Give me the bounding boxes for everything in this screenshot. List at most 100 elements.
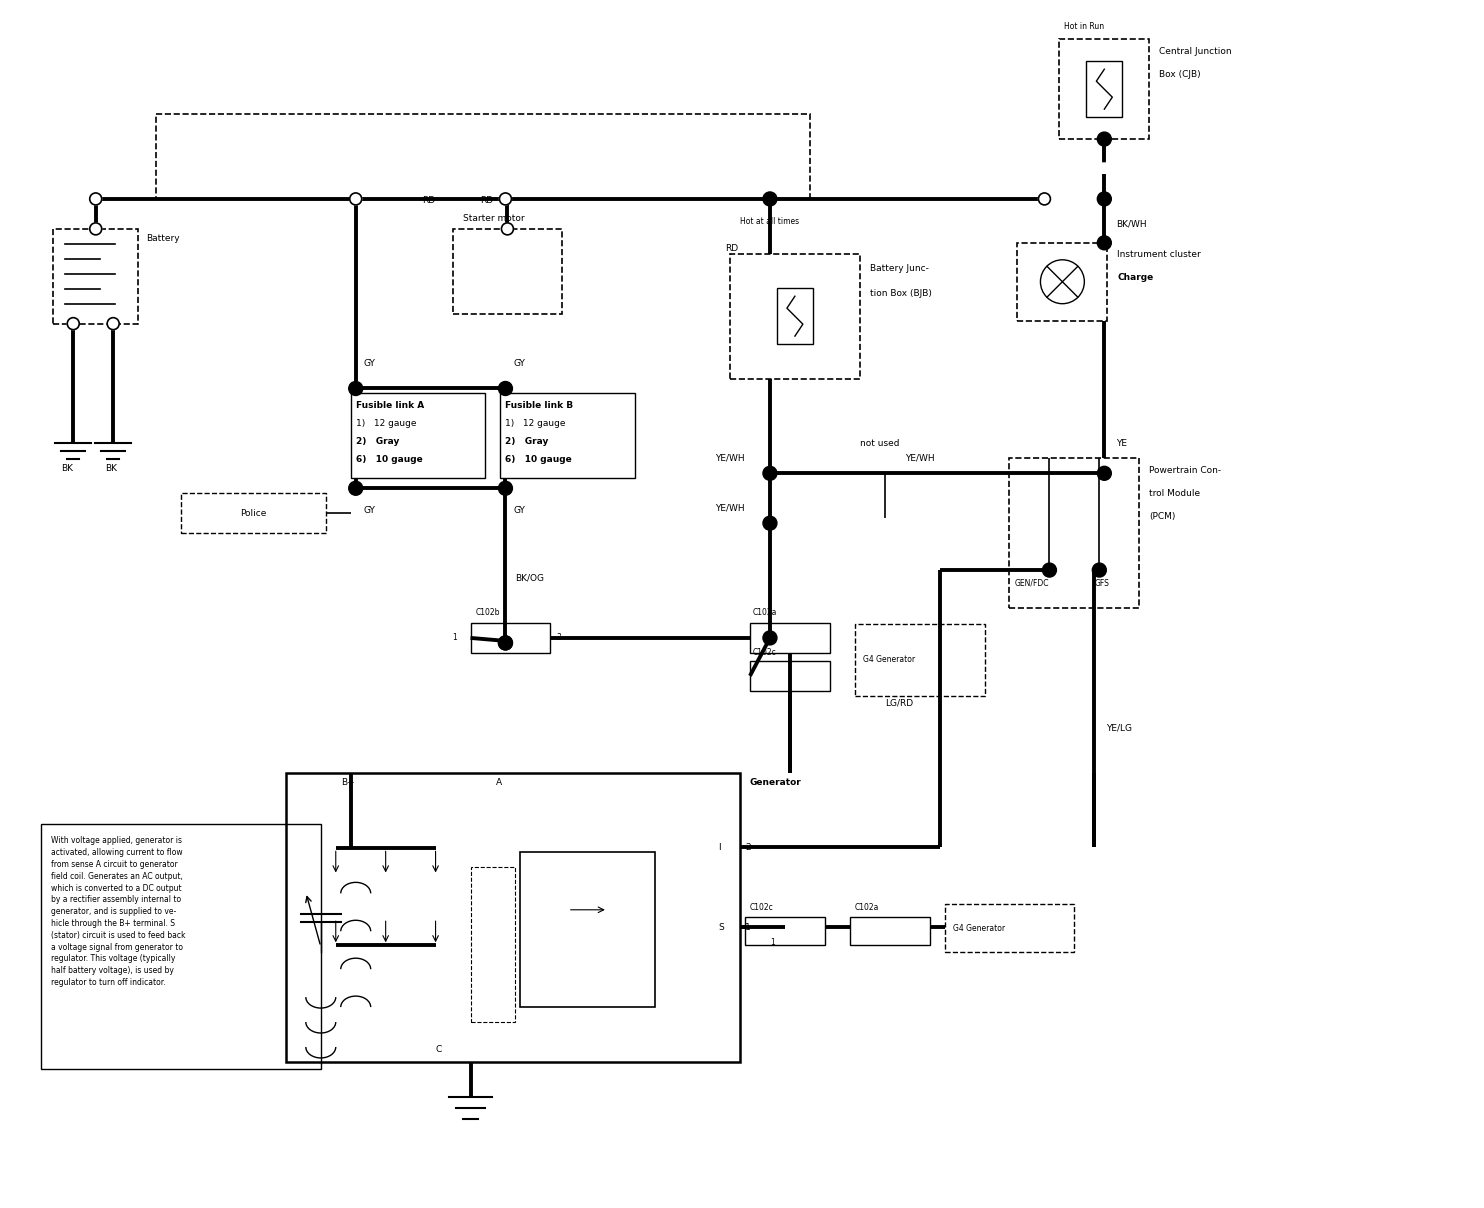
Text: 1: 1	[745, 923, 751, 931]
Text: Generator: Generator	[749, 778, 801, 788]
Circle shape	[763, 466, 778, 481]
Text: A: A	[496, 778, 502, 788]
Circle shape	[763, 516, 778, 530]
Text: S: S	[718, 923, 724, 931]
Text: C102a: C102a	[752, 609, 778, 617]
Text: C102b: C102b	[475, 609, 500, 617]
Text: YE/WH: YE/WH	[905, 454, 935, 463]
Circle shape	[499, 635, 512, 650]
Circle shape	[502, 223, 513, 234]
Text: (PCM): (PCM)	[1149, 512, 1175, 521]
Text: GY: GY	[513, 506, 525, 515]
Text: Central Junction: Central Junction	[1159, 47, 1232, 56]
Text: Hot at all times: Hot at all times	[741, 217, 798, 226]
Text: BK: BK	[105, 464, 117, 472]
Text: Hot in Run: Hot in Run	[1064, 22, 1104, 31]
Text: 2: 2	[745, 843, 751, 852]
Bar	[470, 867, 515, 1022]
Text: tion Box (BJB): tion Box (BJB)	[870, 289, 932, 298]
Text: Powertrain Con-: Powertrain Con-	[1149, 466, 1221, 475]
Bar	[745, 917, 825, 945]
Bar	[749, 661, 830, 691]
Text: Instrument cluster: Instrument cluster	[1117, 250, 1201, 260]
Text: LG/RD: LG/RD	[884, 698, 913, 707]
Text: Fusible link B: Fusible link B	[506, 401, 574, 410]
Bar	[945, 905, 1074, 952]
Text: B+: B+	[341, 778, 355, 788]
Text: BK: BK	[61, 464, 73, 472]
Text: 6)   10 gauge: 6) 10 gauge	[356, 455, 423, 464]
Text: 1: 1	[770, 937, 775, 947]
Circle shape	[500, 193, 512, 205]
Text: GEN/FDC: GEN/FDC	[1015, 579, 1049, 587]
Text: With voltage applied, generator is
activated, allowing current to flow
from sens: With voltage applied, generator is activ…	[52, 836, 186, 987]
Text: YE/LG: YE/LG	[1106, 724, 1132, 732]
Text: RD: RD	[423, 197, 436, 205]
Text: Battery Junc-: Battery Junc-	[870, 265, 929, 273]
Text: 2)   Gray: 2) Gray	[506, 437, 549, 446]
Text: Fusible link A: Fusible link A	[356, 401, 424, 410]
Circle shape	[67, 318, 79, 330]
Text: C: C	[436, 1045, 442, 1055]
Circle shape	[349, 382, 362, 395]
Bar	[855, 625, 984, 696]
Circle shape	[349, 481, 362, 495]
Bar	[53, 228, 138, 324]
Text: 1: 1	[453, 633, 457, 643]
Text: Police: Police	[240, 509, 267, 518]
Circle shape	[499, 481, 512, 495]
Text: C102a: C102a	[855, 902, 879, 912]
Bar	[730, 254, 859, 378]
Bar	[1018, 243, 1107, 320]
Text: 3: 3	[556, 633, 561, 643]
Text: YE: YE	[1116, 439, 1128, 448]
Circle shape	[499, 635, 512, 650]
Bar	[156, 114, 810, 199]
Circle shape	[89, 223, 102, 234]
Text: G4 Generator: G4 Generator	[862, 656, 916, 664]
Text: Battery: Battery	[145, 234, 180, 243]
Text: 6)   10 gauge: 6) 10 gauge	[506, 455, 573, 464]
Bar	[470, 623, 551, 652]
Text: BK/WH: BK/WH	[1116, 220, 1147, 228]
Text: Starter motor: Starter motor	[463, 214, 524, 223]
Text: not used: not used	[859, 439, 899, 448]
Text: G4 Generator: G4 Generator	[953, 924, 1005, 933]
Circle shape	[1097, 192, 1112, 205]
Bar	[181, 493, 326, 533]
Circle shape	[1097, 236, 1112, 250]
Circle shape	[107, 318, 119, 330]
Text: I: I	[718, 843, 721, 852]
Circle shape	[1042, 563, 1057, 577]
Text: RD: RD	[726, 244, 738, 254]
Text: GY: GY	[513, 359, 525, 368]
Bar	[286, 773, 741, 1062]
Bar	[500, 394, 635, 478]
Text: YE/WH: YE/WH	[715, 504, 745, 512]
Bar	[749, 623, 830, 652]
Bar	[778, 289, 813, 344]
Text: C102c: C102c	[749, 902, 773, 912]
Bar	[1060, 40, 1149, 139]
Circle shape	[1039, 193, 1051, 205]
Circle shape	[1097, 466, 1112, 481]
Circle shape	[89, 193, 102, 205]
Text: GFS: GFS	[1094, 579, 1109, 587]
Bar	[850, 917, 929, 945]
Circle shape	[350, 193, 362, 205]
Bar	[350, 394, 485, 478]
Text: RD: RD	[481, 197, 494, 205]
Text: YE/WH: YE/WH	[715, 454, 745, 463]
Text: GY: GY	[364, 359, 375, 368]
Text: Charge: Charge	[1117, 273, 1153, 283]
Bar	[521, 853, 654, 1007]
Bar	[453, 228, 562, 314]
Text: GY: GY	[364, 506, 375, 515]
Circle shape	[499, 382, 512, 395]
Text: 2)   Gray: 2) Gray	[356, 437, 399, 446]
Circle shape	[1092, 563, 1106, 577]
Bar	[1086, 62, 1122, 117]
Text: C102c: C102c	[752, 649, 776, 657]
Circle shape	[763, 631, 778, 645]
Text: 1)   12 gauge: 1) 12 gauge	[506, 419, 565, 428]
